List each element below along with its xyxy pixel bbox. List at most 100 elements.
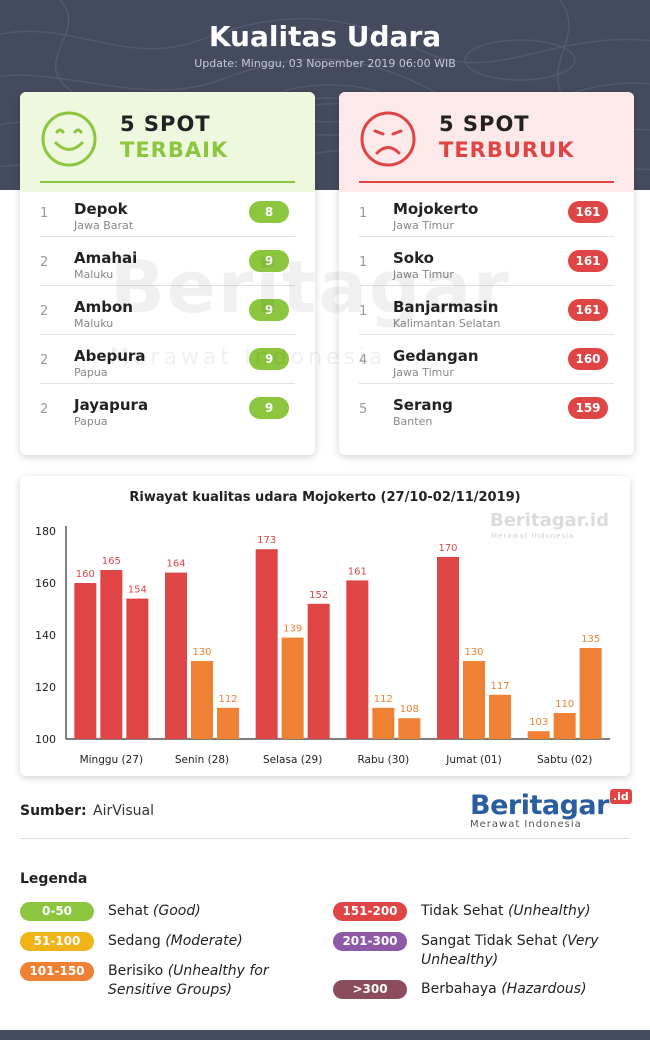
bar	[463, 661, 485, 739]
legend-range-badge: 0-50	[20, 902, 94, 921]
city-name: Gedangan	[393, 347, 479, 365]
bar-chart: 100 120 140 160 180 160 165 154 Minggu (27) 164 13…	[35, 525, 610, 766]
province-name: Papua	[74, 366, 108, 379]
bar-value-label: 170	[438, 543, 457, 554]
province-name: Kalimantan Selatan	[393, 317, 501, 330]
city-name: Mojokerto	[393, 200, 479, 218]
list-item: 1 Soko Jawa Timur 161	[359, 237, 614, 286]
bar	[165, 572, 187, 739]
bar	[217, 707, 239, 739]
chart-watermark-tag: .id	[583, 510, 609, 531]
bar	[489, 694, 511, 739]
province-name: Papua	[74, 415, 108, 428]
sad-face-icon	[360, 111, 416, 167]
city-name: Ambon	[74, 298, 133, 316]
bar-value-label: 152	[309, 590, 328, 601]
list-item: 2 Amahai Maluku 9	[40, 237, 295, 286]
city-name: Depok	[74, 200, 128, 218]
legend-range-badge: 51-100	[20, 932, 94, 951]
city-name: Banjarmasin	[393, 298, 499, 316]
legend-item-sensitive: 101-150 Berisiko (Unhealthy for Sensitiv…	[20, 962, 320, 1002]
rank: 5	[359, 402, 368, 417]
legend-label: Berisiko (Unhealthy for Sensitive Groups…	[108, 962, 308, 1000]
list-item: 1 Banjarmasin Kalimantan Selatan 161	[359, 286, 614, 335]
legend-label-en: (Moderate)	[165, 933, 243, 949]
logo-tagline: Merawat Indonesia	[470, 819, 582, 830]
bar-value-label: 164	[166, 559, 185, 570]
legend-item-moderate: 51-100 Sedang (Moderate)	[20, 932, 320, 972]
legend-label: Tidak Sehat (Unhealthy)	[421, 902, 621, 921]
legend-label: Sehat (Good)	[108, 902, 308, 921]
y-tick-label: 100	[35, 733, 56, 746]
legend-range-badge: 201-300	[333, 932, 407, 951]
bar-value-label: 103	[529, 717, 548, 728]
best-card-header: 5 SPOT TERBAIK	[20, 92, 315, 192]
x-tick-label: Jumat (01)	[445, 754, 501, 766]
legend-label: Sedang (Moderate)	[108, 932, 308, 951]
rank: 4	[359, 353, 368, 368]
y-tick-label: 180	[35, 525, 56, 538]
aqi-badge: 9	[249, 348, 289, 370]
x-tick-label: Senin (28)	[175, 754, 229, 766]
bar	[372, 707, 395, 739]
bar	[255, 549, 278, 739]
bar-value-label: 161	[348, 566, 367, 577]
y-tick-label: 120	[35, 681, 56, 694]
list-item: 1 Depok Jawa Barat 8	[40, 188, 295, 237]
list-item: 1 Mojokerto Jawa Timur 161	[359, 188, 614, 237]
rank: 2	[40, 255, 49, 270]
bar-value-label: 130	[464, 647, 483, 658]
province-name: Jawa Timur	[393, 366, 454, 379]
bar	[74, 583, 97, 739]
legend-label: Berbahaya (Hazardous)	[421, 980, 621, 999]
bar	[553, 713, 576, 739]
worst-heading-count: 5 SPOT	[439, 112, 530, 136]
province-name: Banten	[393, 415, 433, 428]
legend-item-hazardous: >300 Berbahaya (Hazardous)	[333, 980, 633, 1002]
legend-range-badge: 101-150	[20, 962, 94, 981]
bar	[398, 718, 421, 739]
source-value: AirVisual	[93, 803, 155, 819]
bar-value-label: 110	[555, 699, 574, 710]
bar-value-label: 108	[400, 704, 419, 715]
x-tick-label: Rabu (30)	[357, 754, 409, 766]
bar	[100, 570, 123, 739]
update-timestamp: Update: Minggu, 03 Nopember 2019 06:00 W…	[194, 57, 456, 70]
history-chart-card: Riwayat kualitas udara Mojokerto (27/10-…	[20, 476, 630, 776]
aqi-badge: 160	[568, 348, 608, 370]
x-tick-label: Sabtu (02)	[537, 754, 592, 766]
bar	[346, 580, 369, 739]
city-name: Soko	[393, 249, 434, 267]
worst-list: 1 Mojokerto Jawa Timur 161 1 Soko Jawa T…	[359, 188, 614, 433]
x-tick-label: Selasa (29)	[263, 754, 322, 766]
rank: 1	[359, 255, 368, 270]
rank: 2	[40, 353, 49, 368]
aqi-badge: 8	[249, 201, 289, 223]
best-header-divider	[40, 181, 295, 183]
legend-label-id: Berisiko	[108, 963, 164, 979]
worst-header-divider	[359, 181, 614, 183]
legend-label-en: (Unhealthy for Sensitive Groups)	[108, 963, 269, 998]
aqi-badge: 9	[249, 250, 289, 272]
province-name: Jawa Timur	[393, 268, 454, 281]
bar-value-label: 173	[257, 535, 276, 546]
y-tick-label: 140	[35, 629, 56, 642]
bar-value-label: 154	[128, 585, 147, 596]
legend-label: Sangat Tidak Sehat (Very Unhealthy)	[421, 932, 621, 970]
bar	[307, 603, 330, 739]
aqi-badge: 161	[568, 299, 608, 321]
list-item: 4 Gedangan Jawa Timur 160	[359, 335, 614, 384]
list-item: 2 Abepura Papua 9	[40, 335, 295, 384]
bar-value-label: 160	[76, 569, 95, 580]
legend-range-badge: 151-200	[333, 902, 407, 921]
chart-watermark-tagline: Merawat Indonesia	[491, 532, 575, 540]
list-item: 2 Jayapura Papua 9	[40, 384, 295, 433]
divider	[20, 838, 630, 839]
best-spots-card: 5 SPOT TERBAIK 1 Depok Jawa Barat 8 2 Am…	[20, 92, 315, 455]
bar-value-label: 112	[374, 694, 393, 705]
chart-watermark-brand: Beritagar.id	[490, 510, 609, 531]
legend-label-en: (Hazardous)	[501, 981, 587, 997]
bar-value-label: 112	[218, 694, 237, 705]
y-tick-label: 160	[35, 577, 56, 590]
brand-logo: Beritagar .id Merawat Indonesia	[470, 789, 632, 830]
